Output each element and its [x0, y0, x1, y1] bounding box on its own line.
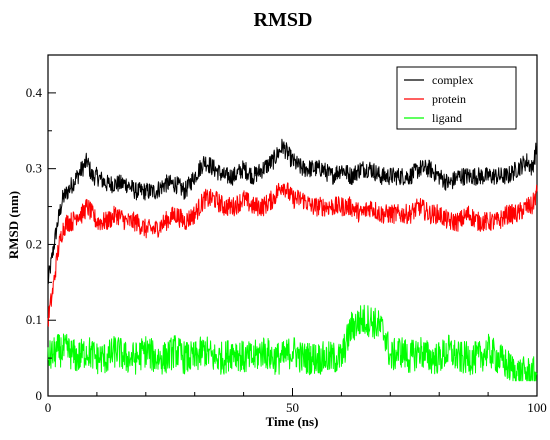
legend-label-complex: complex	[432, 73, 473, 87]
series-line-ligand	[47, 304, 538, 382]
y-tick-label: 0	[36, 388, 43, 403]
x-axis-label: Time (ns)	[266, 414, 319, 429]
y-tick-label: 0.4	[26, 85, 43, 100]
legend-label-protein: protein	[432, 92, 466, 106]
legend-label-ligand: ligand	[432, 111, 462, 125]
x-tick-label: 100	[527, 400, 547, 415]
y-tick-label: 0.2	[26, 236, 42, 251]
series-line-complex	[47, 138, 538, 284]
y-tick-label: 0.1	[26, 312, 42, 327]
y-axis-label: RMSD (nm)	[6, 191, 21, 259]
y-tick-label: 0.3	[26, 161, 42, 176]
x-tick-label: 50	[286, 400, 299, 415]
series-layer	[47, 138, 538, 382]
ticks-layer: 0 50 100 0 0.1 0.2 0.3 0.4	[26, 54, 547, 415]
legend: complex protein ligand	[396, 66, 517, 130]
series-line-protein	[47, 182, 538, 327]
chart-title: RMSD	[254, 9, 313, 31]
legend-box	[396, 66, 517, 130]
x-tick-label: 0	[45, 400, 52, 415]
